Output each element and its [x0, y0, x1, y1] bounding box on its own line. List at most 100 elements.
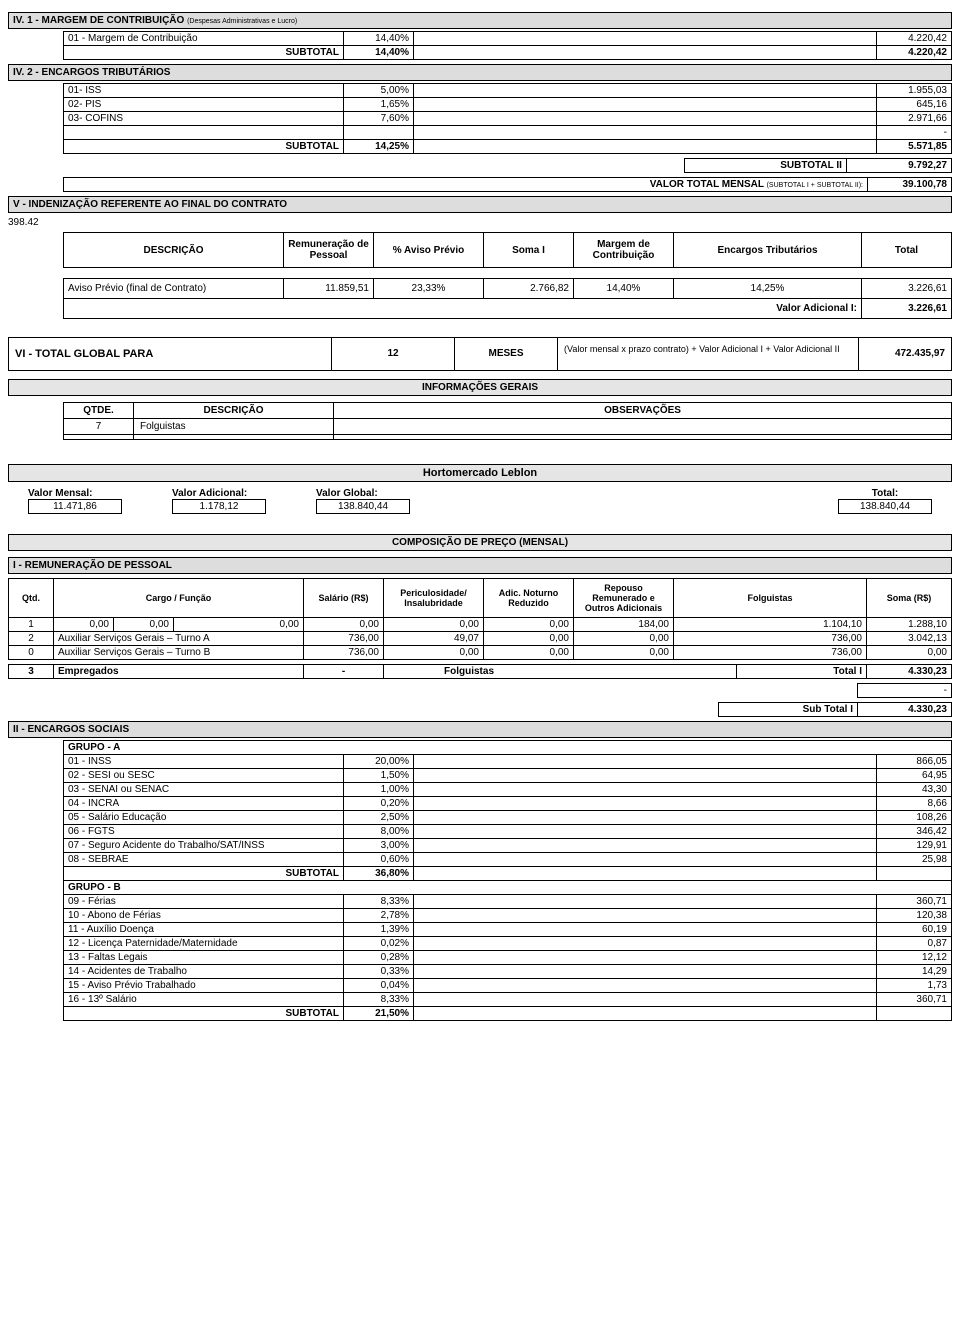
table-row: 09 - Férias8,33%360,71	[64, 895, 952, 909]
h-rep: Repouso Remunerado e Outros Adicionais	[574, 579, 674, 618]
h-desc: DESCRIÇÃO	[64, 233, 284, 268]
cell-val: 360,71	[877, 895, 952, 909]
table-row: 02 - SESI ou SESC1,50%64,95	[64, 769, 952, 783]
h-sal: Salário (R$)	[304, 579, 384, 618]
cell-qtd: 1	[9, 618, 54, 632]
dash-row: -	[64, 126, 952, 140]
vi-meses-n: 12	[332, 337, 455, 371]
cell-pct: 1,50%	[344, 769, 414, 783]
vi-label: VI - TOTAL GLOBAL PARA	[8, 337, 332, 371]
vm-label: Valor Mensal:	[28, 488, 122, 499]
subtotal-pct: 14,25%	[344, 140, 414, 154]
tot-block: Total: 138.840,44	[838, 488, 932, 514]
grupo-a-header: GRUPO - A	[64, 741, 952, 755]
subtotal-row: Sub Total I 4.330,23	[8, 702, 952, 717]
h-soma: Soma I	[484, 233, 574, 268]
cell-val: 43,30	[877, 783, 952, 797]
cell-label: 03 - SENAI ou SENAC	[64, 783, 344, 797]
cell: 0,00	[54, 618, 114, 632]
cell-pct: 2,78%	[344, 909, 414, 923]
cell-pct: 0,20%	[344, 797, 414, 811]
cell-val: 645,16	[877, 98, 952, 112]
horto-header: Hortomercado Leblon	[8, 464, 952, 482]
cell-label: 01- ISS	[64, 84, 344, 98]
cell-val: 2.971,66	[877, 112, 952, 126]
cell-desc: Folguistas	[134, 419, 334, 435]
vi-formula: (Valor mensal x prazo contrato) + Valor …	[558, 337, 859, 371]
cell-pct: 0,02%	[344, 937, 414, 951]
v-num: 398.42	[8, 217, 952, 228]
h-enc: Encargos Tributários	[674, 233, 862, 268]
h-tot: Total	[862, 233, 952, 268]
emp-summary: 3 Empregados - Folguistas Total I 4.330,…	[8, 664, 952, 679]
emp-l: Empregados	[54, 665, 304, 679]
cell-pct: 0,60%	[344, 853, 414, 867]
subtotal-row: SUBTOTAL14,25%5.571,85	[64, 140, 952, 154]
table-row: 0 Auxiliar Serviços Gerais – Turno B 736…	[9, 646, 952, 660]
vg-val: 138.840,44	[316, 499, 410, 514]
cell-sal: 736,00	[304, 646, 384, 660]
vm-block: Valor Mensal: 11.471,86	[28, 488, 122, 514]
cell-qtde: 7	[64, 419, 134, 435]
table-row: Aviso Prévio (final de Contrato) 11.859,…	[64, 279, 952, 299]
cell-blank	[414, 84, 877, 98]
table-row	[64, 435, 952, 440]
iv1-table: 01 - Margem de Contribuição 14,40% 4.220…	[63, 31, 952, 60]
cell-pct: 0,04%	[344, 979, 414, 993]
cell-rep: 0,00	[574, 632, 674, 646]
h-pct: % Aviso Prévio	[374, 233, 484, 268]
cell-per: 49,07	[384, 632, 484, 646]
grupo-b-header: GRUPO - B	[64, 881, 952, 895]
cell-cargo: Auxiliar Serviços Gerais – Turno B	[54, 646, 304, 660]
cell-blank	[414, 112, 877, 126]
cell-val: 1,73	[877, 979, 952, 993]
cell-val: 120,38	[877, 909, 952, 923]
cell-pct: 1,65%	[344, 98, 414, 112]
cell-label: 02 - SESI ou SESC	[64, 769, 344, 783]
cell: 0,00	[174, 618, 304, 632]
subtotal-pct: 14,40%	[344, 46, 414, 60]
cell-label: 07 - Seguro Acidente do Trabalho/SAT/INS…	[64, 839, 344, 853]
table-row: 2 Auxiliar Serviços Gerais – Turno A 736…	[9, 632, 952, 646]
h-rem: Remuneração de Pessoal	[284, 233, 374, 268]
tot-val: 138.840,44	[838, 499, 932, 514]
cell-pct: 8,33%	[344, 993, 414, 1007]
cell-blank	[414, 46, 877, 60]
info-header: INFORMAÇÕES GERAIS	[8, 379, 952, 396]
b-sub-l: SUBTOTAL	[64, 1007, 344, 1021]
cell-val: 1.955,03	[877, 84, 952, 98]
cell-val: 8,66	[877, 797, 952, 811]
cell-label: 01 - Margem de Contribuição	[64, 32, 344, 46]
h-desc: DESCRIÇÃO	[134, 403, 334, 419]
section-ii-header: II - ENCARGOS SOCIAIS	[8, 721, 952, 738]
iv1-title: IV. 1 - MARGEM DE CONTRIBUIÇÃO	[13, 15, 184, 26]
iv1-sub: (Despesas Administrativas e Lucro)	[187, 18, 297, 25]
section-iv2-header: IV. 2 - ENCARGOS TRIBUTÁRIOS	[8, 64, 952, 81]
cell-soma: 3.042,13	[867, 632, 952, 646]
h-obs: OBSERVAÇÕES	[334, 403, 952, 419]
va-label: Valor Adicional:	[172, 488, 266, 499]
cell-fol: 1.104,10	[674, 618, 867, 632]
section-i-header: I - REMUNERAÇÃO DE PESSOAL	[8, 557, 952, 574]
cell-adn: 0,00	[484, 646, 574, 660]
table-row: 08 - SEBRAE0,60%25,98	[64, 853, 952, 867]
subtotal-row: SUBTOTAL36,80%	[64, 867, 952, 881]
vi-row: VI - TOTAL GLOBAL PARA 12 MESES (Valor m…	[8, 337, 952, 371]
emp-n: 3	[9, 665, 54, 679]
cell-label: 09 - Férias	[64, 895, 344, 909]
sub-v: 4.330,23	[858, 703, 952, 717]
cell-val: 108,26	[877, 811, 952, 825]
subtotal-row: SUBTOTAL21,50%	[64, 1007, 952, 1021]
cell-label: 03- COFINS	[64, 112, 344, 126]
va-row: Valor Adicional I: 3.226,61	[64, 299, 952, 319]
table-row: 01- ISS5,00%1.955,03	[64, 84, 952, 98]
h-qtd: Qtd.	[9, 579, 54, 618]
cell-label: 16 - 13º Salário	[64, 993, 344, 1007]
table-row: 13 - Faltas Legais0,28%12,12	[64, 951, 952, 965]
table-row: 05 - Salário Educação2,50%108,26	[64, 811, 952, 825]
cell-val: 129,91	[877, 839, 952, 853]
subtotal-val: 4.220,42	[877, 46, 952, 60]
cell-fol: 736,00	[674, 632, 867, 646]
dash2: -	[858, 684, 952, 698]
cell-label: 02- PIS	[64, 98, 344, 112]
